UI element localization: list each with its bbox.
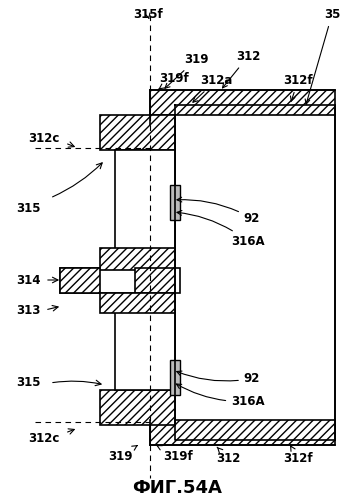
Text: 316A: 316A (176, 384, 265, 408)
Text: 312c: 312c (28, 432, 60, 444)
Text: 316A: 316A (177, 210, 265, 248)
Bar (150, 420, 335, 445)
Text: 312: 312 (223, 50, 260, 88)
Bar (115, 150, 175, 250)
Bar (115, 295, 175, 390)
Text: 312c: 312c (28, 132, 60, 144)
Text: ФИГ.54А: ФИГ.54А (132, 479, 222, 497)
Text: 315: 315 (16, 202, 40, 214)
Bar (60, 268, 180, 293)
Text: 35: 35 (305, 8, 340, 104)
Text: 319f: 319f (158, 72, 189, 90)
Bar (175, 105, 335, 440)
Text: 315f: 315f (133, 8, 163, 22)
Bar (60, 268, 100, 293)
Text: 315: 315 (16, 376, 40, 388)
Text: 312a: 312a (193, 74, 232, 102)
Text: 314: 314 (16, 274, 40, 286)
Text: 312f: 312f (283, 446, 313, 465)
Text: 312: 312 (216, 447, 240, 465)
Text: 319: 319 (165, 53, 208, 88)
Text: 92: 92 (177, 197, 260, 225)
Bar (100, 115, 175, 150)
Bar (100, 248, 175, 270)
Bar (150, 90, 335, 115)
Bar (170, 185, 180, 220)
Text: 319f: 319f (157, 446, 193, 463)
Bar (100, 390, 175, 425)
Text: 312f: 312f (283, 74, 313, 101)
Bar (135, 268, 175, 293)
Text: 319: 319 (108, 446, 137, 463)
Bar (170, 360, 180, 395)
Text: 92: 92 (177, 371, 260, 385)
Bar (100, 293, 175, 313)
Text: 313: 313 (16, 304, 40, 316)
